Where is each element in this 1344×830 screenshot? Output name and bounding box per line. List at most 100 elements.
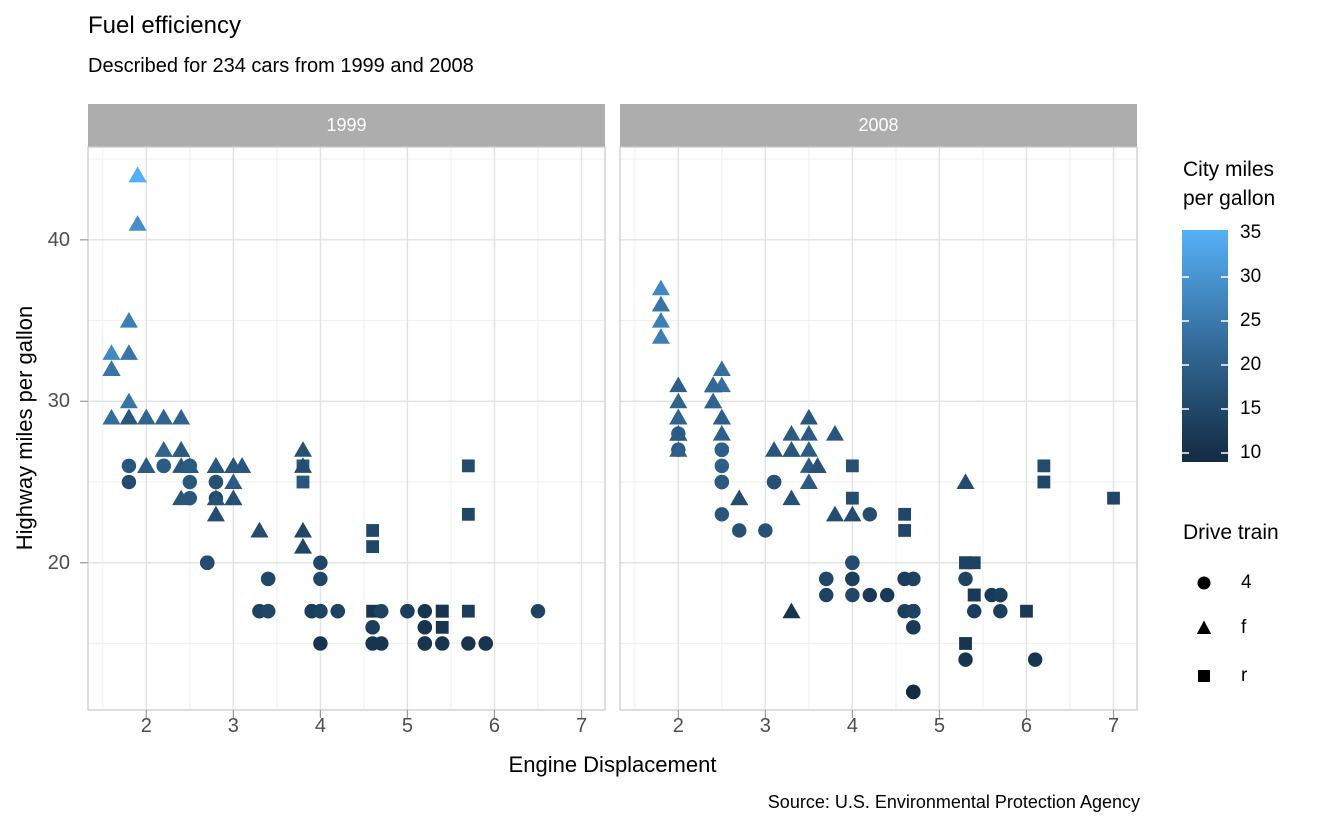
data-point xyxy=(898,524,912,537)
data-point xyxy=(128,166,147,183)
data-point xyxy=(313,636,328,651)
colorbar-tick-mark xyxy=(1182,320,1189,323)
y-tick-label: 40 xyxy=(47,228,70,251)
data-point xyxy=(137,408,156,425)
data-point xyxy=(461,636,476,651)
x-tick-label: 6 xyxy=(1020,715,1033,737)
data-point xyxy=(417,636,433,651)
data-point xyxy=(808,457,827,473)
x-tick-label: 3 xyxy=(759,715,771,737)
x-tick-label: 7 xyxy=(575,715,588,737)
panel-background xyxy=(88,147,605,710)
colorbar-tick-mark xyxy=(1182,364,1189,367)
color-legend-title-line1: City miles xyxy=(1183,158,1275,181)
shape-legend-label-4: 4 xyxy=(1241,572,1252,593)
data-point xyxy=(712,360,731,377)
data-point xyxy=(669,408,688,425)
data-point xyxy=(845,459,859,473)
chart-subtitle: Described for 234 cars from 1999 and 200… xyxy=(88,55,474,77)
data-point xyxy=(906,620,921,635)
data-point xyxy=(366,524,380,537)
data-point xyxy=(172,441,191,457)
data-point xyxy=(967,603,982,619)
data-point xyxy=(862,507,877,522)
data-point xyxy=(313,555,328,570)
data-point xyxy=(461,459,475,473)
data-point xyxy=(293,441,312,457)
data-point xyxy=(156,458,171,474)
x-tick-label: 4 xyxy=(846,715,858,737)
x-tick-label: 6 xyxy=(488,715,501,737)
data-point xyxy=(530,603,546,619)
data-point xyxy=(330,603,345,619)
data-point xyxy=(958,652,973,667)
data-point xyxy=(417,603,433,619)
data-point xyxy=(435,620,449,634)
data-point xyxy=(993,587,1008,603)
panel-border xyxy=(87,146,606,711)
data-point xyxy=(417,620,433,635)
data-point xyxy=(121,474,137,490)
colorbar-tick-mark xyxy=(1182,276,1189,279)
data-point xyxy=(799,441,818,457)
data-point xyxy=(825,424,844,441)
shape-legend-circle-icon xyxy=(1197,576,1211,590)
data-point xyxy=(119,344,138,360)
data-point xyxy=(714,474,730,490)
data-point xyxy=(461,507,475,521)
shape-legend-triangle-icon xyxy=(1196,620,1212,634)
color-legend-title: City miles per gallon xyxy=(1183,155,1275,213)
data-point xyxy=(1037,459,1051,473)
data-point xyxy=(880,587,895,603)
data-point xyxy=(224,489,243,506)
data-point xyxy=(959,637,972,650)
data-point xyxy=(435,636,450,651)
data-point xyxy=(182,458,198,474)
data-point xyxy=(819,587,834,603)
data-point xyxy=(200,555,215,570)
data-point xyxy=(651,279,670,296)
colorbar-tick-mark xyxy=(1221,408,1228,411)
data-point xyxy=(206,457,225,473)
y-axis-title: Highway miles per gallon xyxy=(12,305,37,551)
data-point xyxy=(461,604,475,618)
data-point xyxy=(845,571,860,587)
data-point xyxy=(128,215,147,231)
data-point xyxy=(714,458,730,474)
data-point xyxy=(898,507,912,521)
data-point xyxy=(993,603,1008,619)
data-point xyxy=(1107,491,1120,505)
data-point xyxy=(845,587,860,603)
data-point xyxy=(712,408,731,425)
data-point xyxy=(313,603,328,619)
data-point xyxy=(845,555,860,570)
data-point xyxy=(782,441,801,457)
data-point xyxy=(799,473,818,490)
data-point xyxy=(293,457,312,473)
data-point xyxy=(296,475,310,489)
colorbar-tick-label: 10 xyxy=(1240,442,1262,464)
x-tick-label: 7 xyxy=(1107,715,1120,737)
facet-strip-label: 1999 xyxy=(326,115,367,135)
data-point xyxy=(958,571,973,587)
shape-legend-title: Drive train xyxy=(1183,521,1279,544)
colorbar-tick-mark xyxy=(1221,276,1228,279)
data-point xyxy=(182,474,198,490)
data-point xyxy=(765,441,784,457)
x-tick-label: 2 xyxy=(672,715,684,737)
data-point xyxy=(766,474,782,490)
data-point xyxy=(172,408,191,425)
colorbar-tick-mark xyxy=(1221,364,1228,367)
data-point xyxy=(704,392,723,409)
data-point xyxy=(102,360,121,377)
data-point xyxy=(651,295,670,312)
data-point xyxy=(669,392,688,409)
caption: Source: U.S. Environmental Protection Ag… xyxy=(767,792,1140,812)
panel-border xyxy=(619,146,1138,711)
data-point xyxy=(845,491,859,505)
data-point xyxy=(906,603,921,619)
data-point xyxy=(154,408,173,425)
x-tick-label: 4 xyxy=(314,715,326,737)
colorbar-tick-label: 15 xyxy=(1240,398,1262,420)
data-point xyxy=(250,521,269,538)
